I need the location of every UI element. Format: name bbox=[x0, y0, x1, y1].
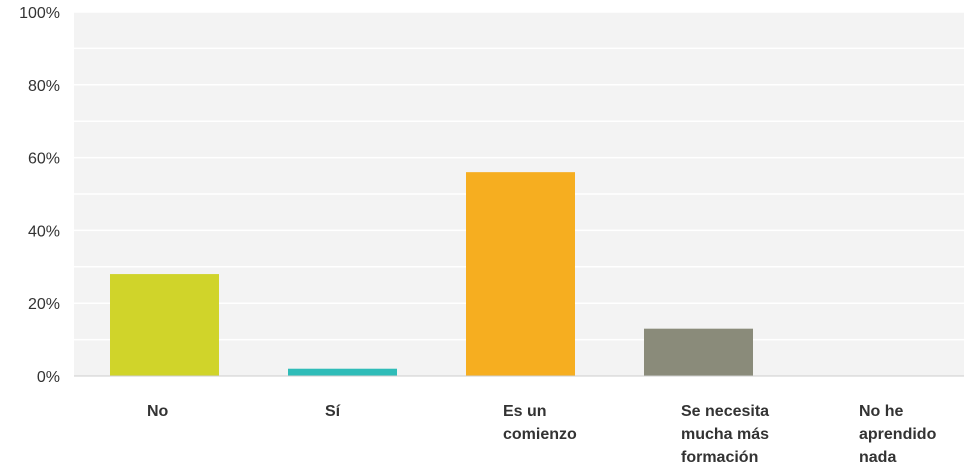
bars bbox=[110, 172, 753, 376]
y-tick-label: 60% bbox=[28, 151, 60, 168]
y-tick-label: 0% bbox=[37, 369, 60, 386]
x-category-labels: No Sí Es un comienzo Se necesita mucha más for… bbox=[147, 403, 937, 466]
y-tick-label: 40% bbox=[28, 223, 60, 240]
x-category-label-line: Sí bbox=[325, 403, 341, 420]
x-category-label-line: formación bbox=[681, 449, 758, 466]
x-category-label-line: mucha más bbox=[681, 426, 769, 443]
x-category-label: Se necesita mucha más formación bbox=[681, 403, 769, 466]
x-category-label-line: No he bbox=[859, 403, 904, 420]
x-category-label-line: Es un bbox=[503, 403, 547, 420]
x-category-label-line: Se necesita bbox=[681, 403, 769, 420]
bar bbox=[110, 274, 219, 376]
x-category-label-line: No bbox=[147, 403, 169, 420]
bar bbox=[288, 368, 397, 376]
y-tick-label: 80% bbox=[28, 78, 60, 95]
x-category-label: Es un comienzo bbox=[503, 403, 577, 443]
bar bbox=[644, 328, 753, 376]
x-category-label: No bbox=[147, 403, 169, 420]
x-category-label-line: aprendido bbox=[859, 426, 937, 443]
x-category-label: No he aprendido nada bbox=[859, 403, 937, 466]
bar bbox=[466, 172, 575, 376]
x-category-label-line: nada bbox=[859, 449, 896, 466]
y-tick-label: 20% bbox=[28, 296, 60, 313]
y-tick-labels: 0% 20% 40% 60% 80% 100% bbox=[19, 5, 60, 386]
x-category-label-line: comienzo bbox=[503, 426, 577, 443]
y-tick-label: 100% bbox=[19, 5, 60, 22]
x-category-label: Sí bbox=[325, 403, 341, 420]
